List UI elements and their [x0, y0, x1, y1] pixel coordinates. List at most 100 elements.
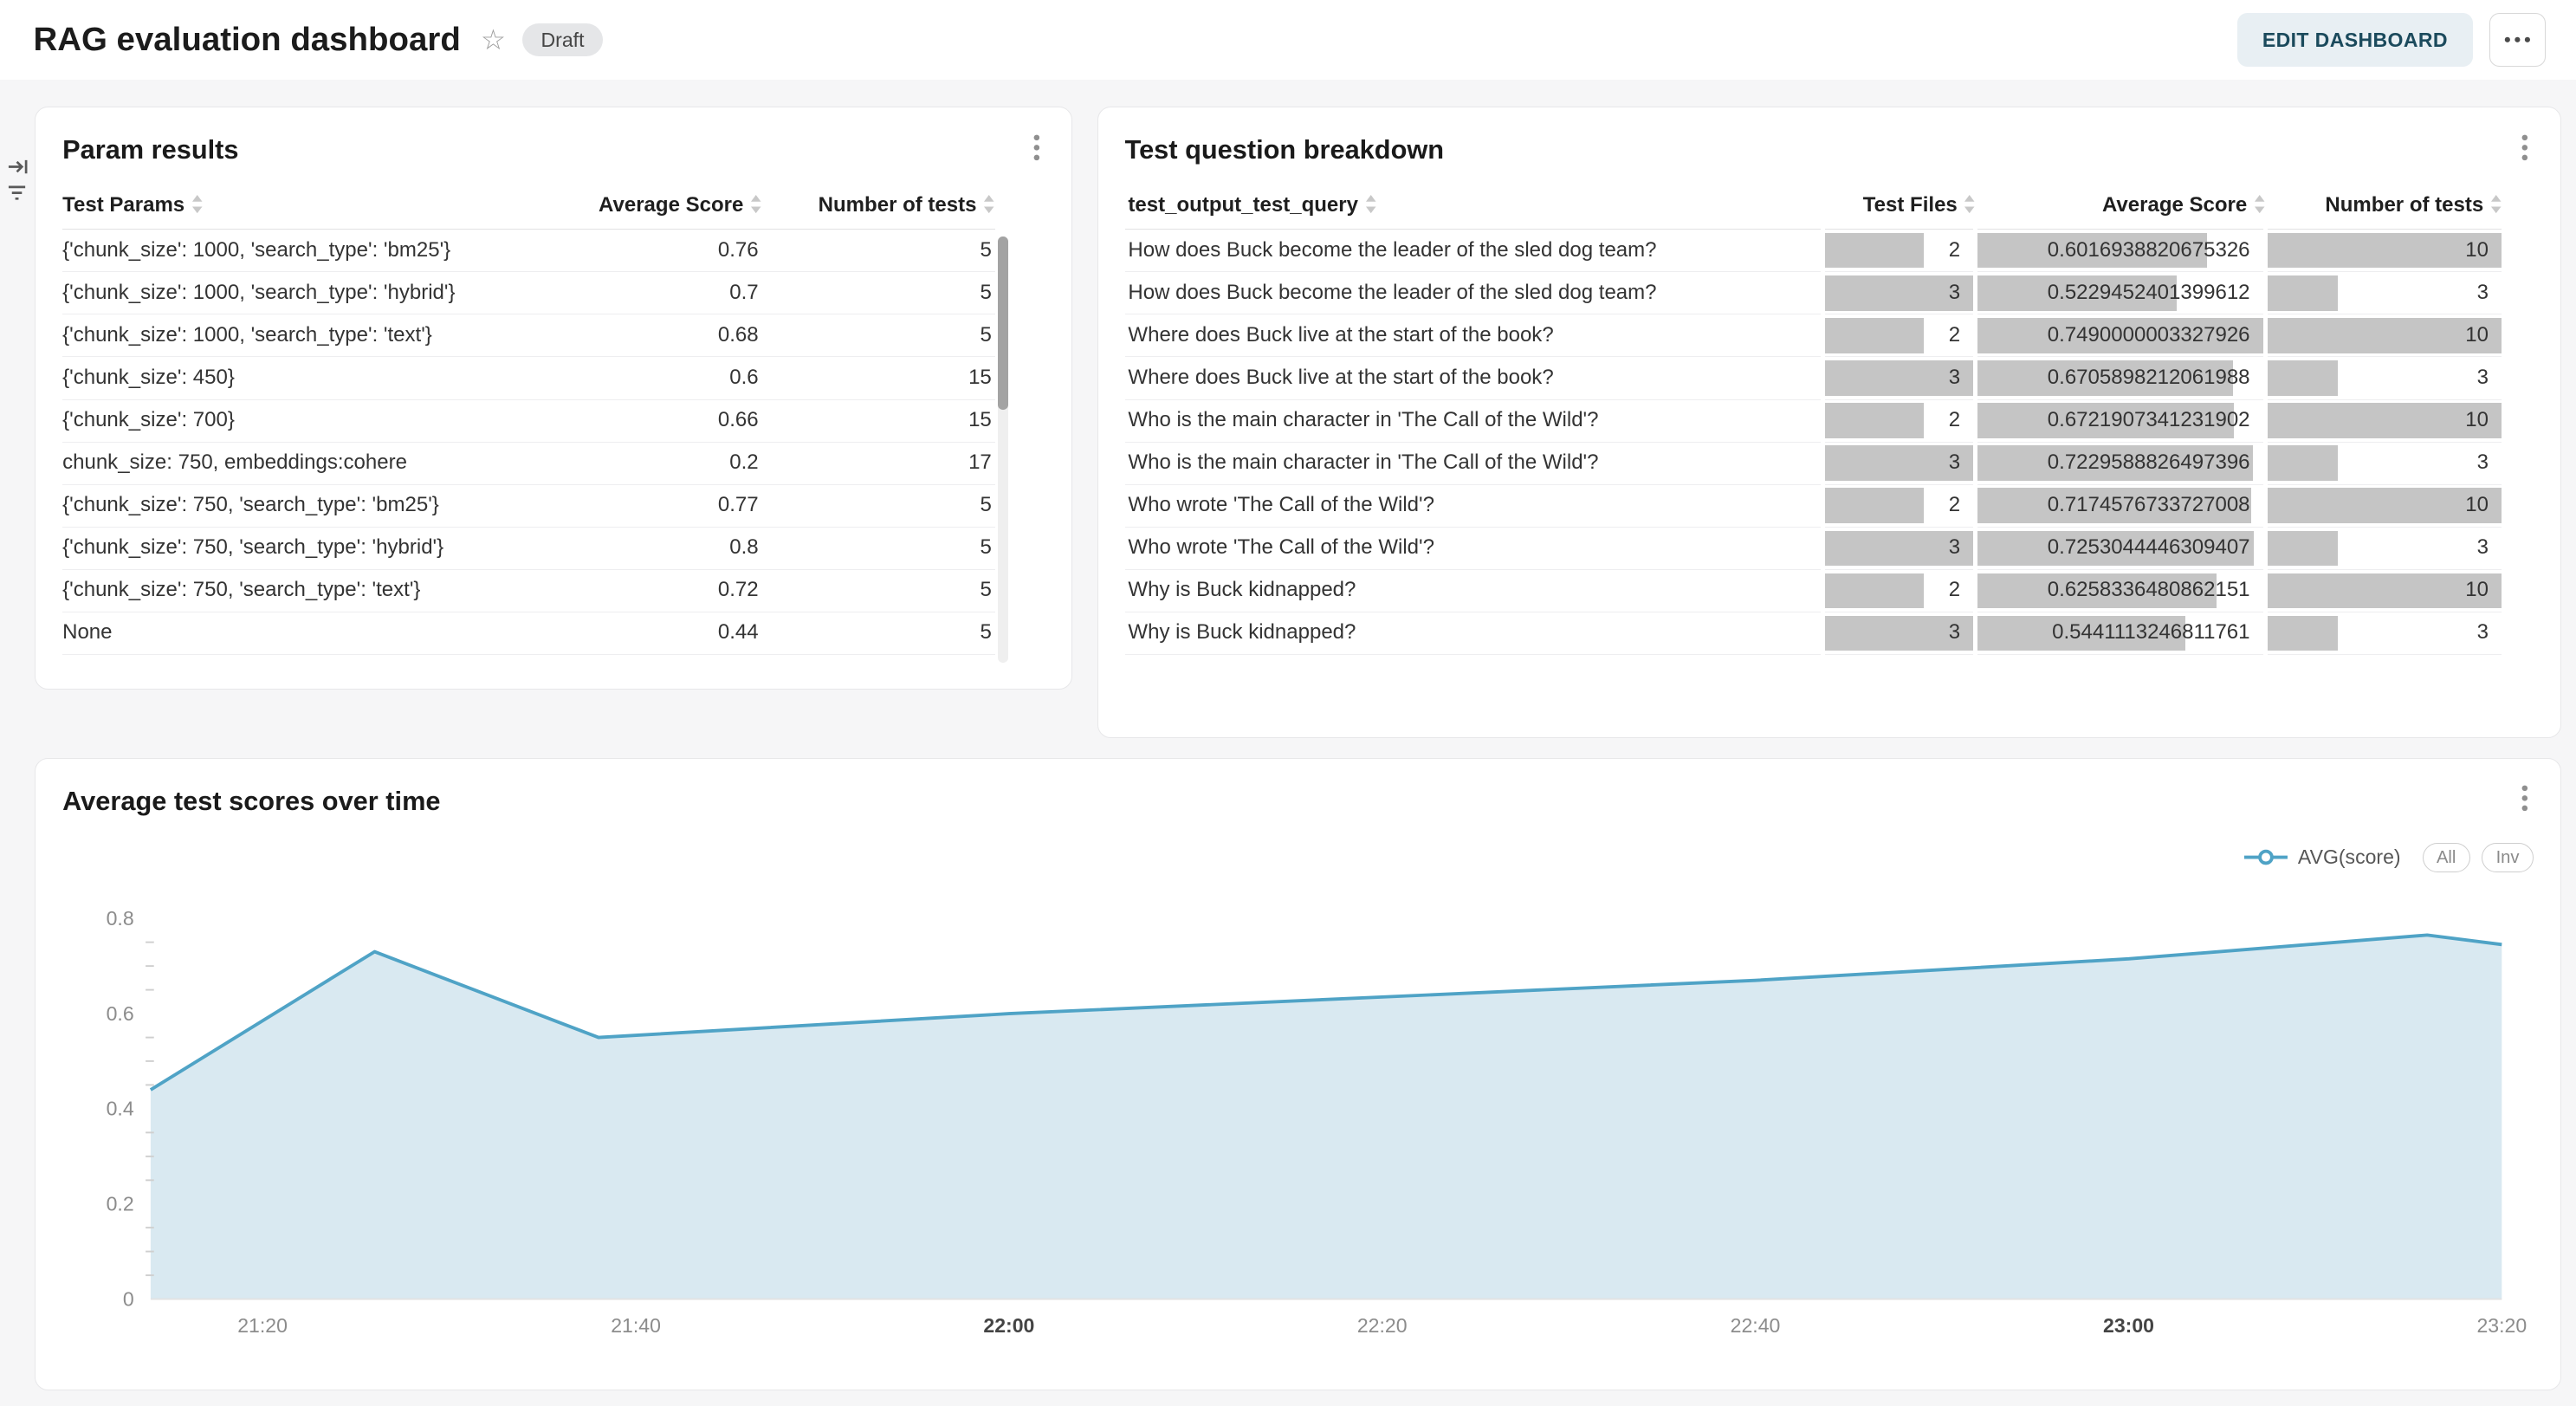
cell-value: 2 — [1948, 493, 1961, 517]
legend-item-avg-score[interactable]: AVG(score) — [2244, 846, 2401, 869]
edit-dashboard-button[interactable]: EDIT DASHBOARD — [2237, 13, 2473, 67]
number-of-tests-cell: 10 — [2262, 399, 2502, 443]
value-bar — [2269, 275, 2339, 311]
number-of-tests-cell: 3 — [2262, 442, 2502, 485]
question-breakdown-row: Who is the main character in 'The Call o… — [1124, 399, 2502, 443]
value-bar — [1827, 488, 1925, 523]
value-bar — [2269, 445, 2339, 481]
expand-filter-bar-icon[interactable] — [7, 157, 29, 177]
column-header-number-of-tests[interactable]: Number of tests — [2265, 181, 2502, 230]
question-breakdown-row: Who wrote 'The Call of the Wild'? 2 0.7174… — [1124, 484, 2502, 528]
test-query-cell: Who is the main character in 'The Call o… — [1124, 442, 1823, 485]
value-bar — [1979, 530, 2255, 566]
column-header-label: Average Score — [2101, 192, 2248, 217]
test-files-cell: 3 — [1820, 442, 1976, 485]
area-chart: 21:20 21:40 22:00 22:20 22:40 23:00 23:20 0 0.2 0… — [107, 906, 2527, 1337]
x-axis-label: 22:40 — [1731, 1314, 1781, 1337]
cell-value: 3 — [1948, 280, 1961, 304]
card-menu-kebab-icon[interactable] — [1028, 131, 1045, 164]
column-header-test-output-test-query[interactable]: test_output_test_query — [1124, 181, 1823, 230]
card-title: Average test scores over time — [62, 785, 441, 816]
param-results-row: {'chunk_size': 450} 0.6 15 — [62, 356, 995, 400]
question-breakdown-row: Why is Buck kidnapped? 2 0.625833648086215… — [1124, 569, 2502, 612]
table-scrollbar — [998, 236, 1008, 663]
cell-value: 3 — [1948, 620, 1961, 645]
column-header-label: Test Params — [62, 192, 185, 217]
average-score-cell: 0.72 — [548, 569, 762, 612]
scrollbar-thumb[interactable] — [998, 236, 1008, 410]
question-breakdown-row: Where does Buck live at the start of the… — [1124, 356, 2502, 400]
card-menu-kebab-icon[interactable] — [2517, 131, 2534, 164]
sort-icon — [751, 194, 761, 213]
dashboard-content: Param results Test Params Average Score … — [0, 80, 2576, 1391]
column-header-test-params[interactable]: Test Params — [62, 181, 549, 230]
value-bar — [2269, 530, 2339, 566]
column-header-label: Test Files — [1862, 192, 1958, 217]
test-files-cell: 2 — [1820, 314, 1976, 358]
cell-value: 0.5441113246811761 — [2052, 620, 2250, 645]
test-query-cell: Who wrote 'The Call of the Wild'? — [1124, 527, 1823, 570]
value-bar — [2269, 233, 2502, 269]
legend-line-marker-icon — [2244, 849, 2288, 865]
sort-icon — [1365, 194, 1376, 213]
test-query-cell: Where does Buck live at the start of the… — [1124, 314, 1823, 358]
param-results-row: {'chunk_size': 750, 'search_type': 'text… — [62, 569, 995, 612]
value-bar — [1979, 488, 2252, 523]
cell-value: 2 — [1948, 323, 1961, 347]
test-params-cell: {'chunk_size': 450} — [62, 356, 549, 400]
number-of-tests-cell: 3 — [2262, 612, 2502, 655]
cell-value: 10 — [2465, 408, 2489, 432]
number-of-tests-cell: 5 — [761, 484, 995, 528]
number-of-tests-cell: 10 — [2262, 229, 2502, 273]
table-header-row: Test Params Average Score Number of test… — [62, 181, 995, 230]
table-header-row: test_output_test_query Test Files Averag… — [1124, 181, 2502, 230]
cell-value: 10 — [2465, 578, 2489, 602]
number-of-tests-cell: 3 — [2262, 271, 2502, 315]
header-actions: EDIT DASHBOARD — [2237, 13, 2547, 67]
sort-icon — [2490, 194, 2502, 213]
cell-value: 0.7253044446309407 — [2047, 535, 2250, 560]
column-header-label: Average Score — [599, 192, 744, 217]
favorite-star-icon[interactable]: ☆ — [480, 23, 507, 55]
value-bar — [1827, 360, 1974, 396]
more-options-button[interactable] — [2489, 13, 2547, 67]
test-query-cell: How does Buck become the leader of the s… — [1124, 271, 1823, 315]
column-header-number-of-tests[interactable]: Number of tests — [761, 181, 995, 230]
cell-value: 0.7490000003327926 — [2047, 323, 2250, 347]
number-of-tests-cell: 5 — [761, 229, 995, 273]
test-params-cell: None — [62, 612, 549, 655]
test-files-cell: 3 — [1820, 356, 1976, 400]
number-of-tests-cell: 5 — [761, 314, 995, 358]
x-axis-label: 22:00 — [984, 1314, 1035, 1337]
y-axis-label: 0 — [123, 1287, 134, 1310]
question-breakdown-row: Who wrote 'The Call of the Wild'? 3 0.7253… — [1124, 527, 2502, 570]
cell-value: 3 — [2476, 450, 2489, 475]
value-bar — [1827, 233, 1925, 269]
legend-invert-button[interactable]: Inv — [2482, 842, 2534, 872]
filter-icon[interactable] — [7, 185, 29, 201]
test-files-cell: 2 — [1820, 484, 1976, 528]
cell-value: 0.5229452401399612 — [2047, 280, 2250, 304]
column-header-test-files[interactable]: Test Files — [1822, 181, 1976, 230]
legend-select-all-button[interactable]: All — [2422, 842, 2470, 872]
card-menu-kebab-icon[interactable] — [2517, 782, 2534, 815]
average-score-cell: 0.8 — [548, 527, 762, 570]
test-params-cell: {'chunk_size': 700} — [62, 399, 549, 443]
value-bar — [1979, 403, 2234, 438]
average-score-cell: 0.7174576733727008 — [1973, 484, 2266, 528]
x-axis-label: 23:20 — [2477, 1314, 2527, 1337]
legend-label: AVG(score) — [2297, 846, 2401, 869]
value-bar — [1827, 573, 1925, 608]
sort-icon — [984, 194, 994, 213]
cell-value: 10 — [2465, 493, 2489, 517]
number-of-tests-cell: 15 — [761, 356, 995, 400]
column-header-average-score[interactable]: Average Score — [548, 181, 762, 230]
cell-value: 3 — [1948, 535, 1961, 560]
cell-value: 3 — [1948, 450, 1961, 475]
cell-value: 3 — [1948, 366, 1961, 390]
column-header-average-score[interactable]: Average Score — [1975, 181, 2266, 230]
value-bar — [2269, 403, 2502, 438]
number-of-tests-cell: 5 — [761, 271, 995, 315]
average-score-cell: 0.6 — [548, 356, 762, 400]
average-score-cell: 0.66 — [548, 399, 762, 443]
